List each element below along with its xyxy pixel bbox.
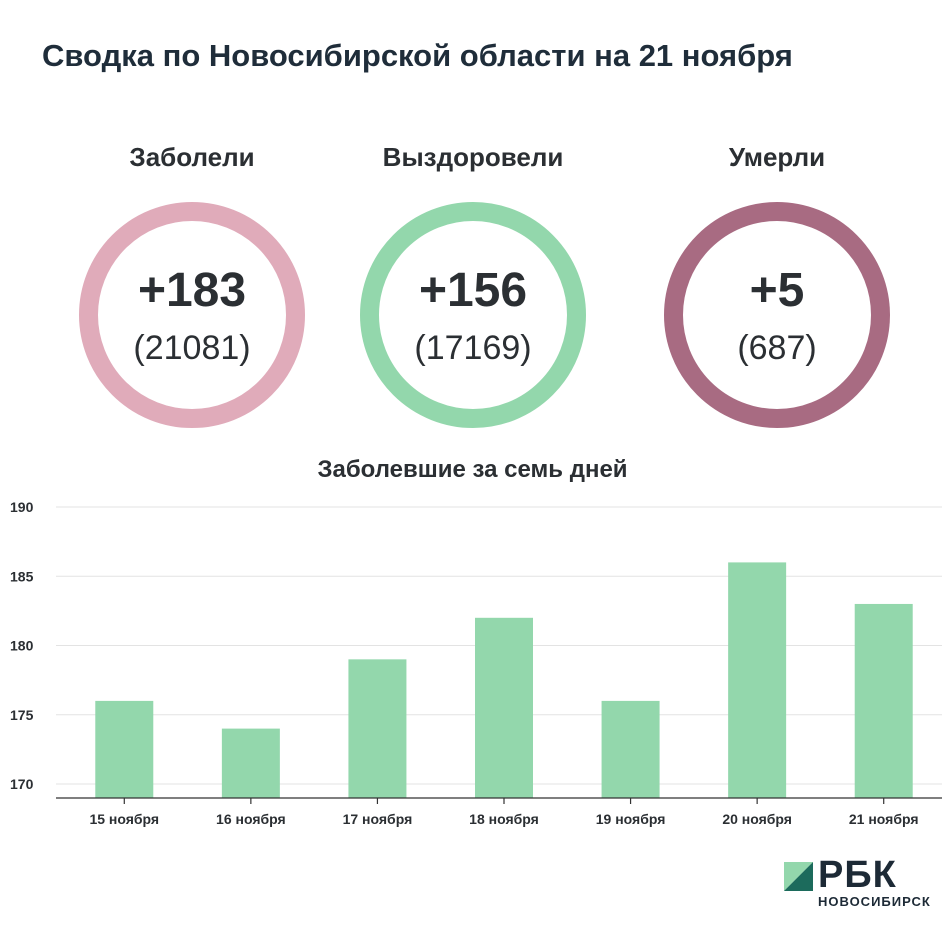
logo-subtext: НОВОСИБИРСК xyxy=(818,894,931,909)
stat-deaths-delta: +5 xyxy=(749,264,805,317)
bar xyxy=(95,700,154,798)
y-tick-label: 170 xyxy=(10,776,34,792)
bar xyxy=(475,617,533,798)
stat-deaths-label: Умерли xyxy=(728,142,826,172)
stat-infected-label: Заболели xyxy=(129,142,255,172)
chart-title: Заболевшие за семь дней xyxy=(317,456,628,483)
bar xyxy=(348,659,407,798)
bar xyxy=(601,700,660,798)
stat-infected-total: (21081) xyxy=(133,329,251,367)
y-tick-label: 175 xyxy=(10,707,34,723)
rbc-logo-icon xyxy=(784,862,813,891)
y-tick-label: 190 xyxy=(10,499,34,515)
stat-recovered: Выздоровели +156 (17169) xyxy=(343,140,603,428)
stat-deaths: Умерли +5 (687) xyxy=(647,140,907,428)
x-tick-label: 17 ноября xyxy=(343,811,413,827)
stat-recovered-label: Выздоровели xyxy=(382,142,564,172)
bar xyxy=(221,728,280,798)
x-tick-label: 18 ноября xyxy=(469,811,539,827)
bar xyxy=(854,603,913,798)
stat-infected-delta: +183 xyxy=(137,264,247,317)
stat-recovered-delta: +156 xyxy=(418,264,528,317)
x-tick-label: 19 ноября xyxy=(596,811,666,827)
logo-text: РБК xyxy=(818,854,897,896)
x-tick-label: 21 ноября xyxy=(849,811,919,827)
x-tick-label: 15 ноября xyxy=(89,811,159,827)
page-title: Сводка по Новосибирской области на 21 но… xyxy=(42,38,793,73)
stat-infected: Заболели +183 (21081) xyxy=(62,140,322,428)
stat-deaths-total: (687) xyxy=(737,329,817,367)
x-tick-label: 20 ноября xyxy=(722,811,792,827)
x-tick-label: 16 ноября xyxy=(216,811,286,827)
stat-recovered-total: (17169) xyxy=(414,329,532,367)
y-tick-label: 185 xyxy=(10,568,34,584)
bar xyxy=(728,562,787,798)
y-tick-label: 180 xyxy=(10,638,34,654)
